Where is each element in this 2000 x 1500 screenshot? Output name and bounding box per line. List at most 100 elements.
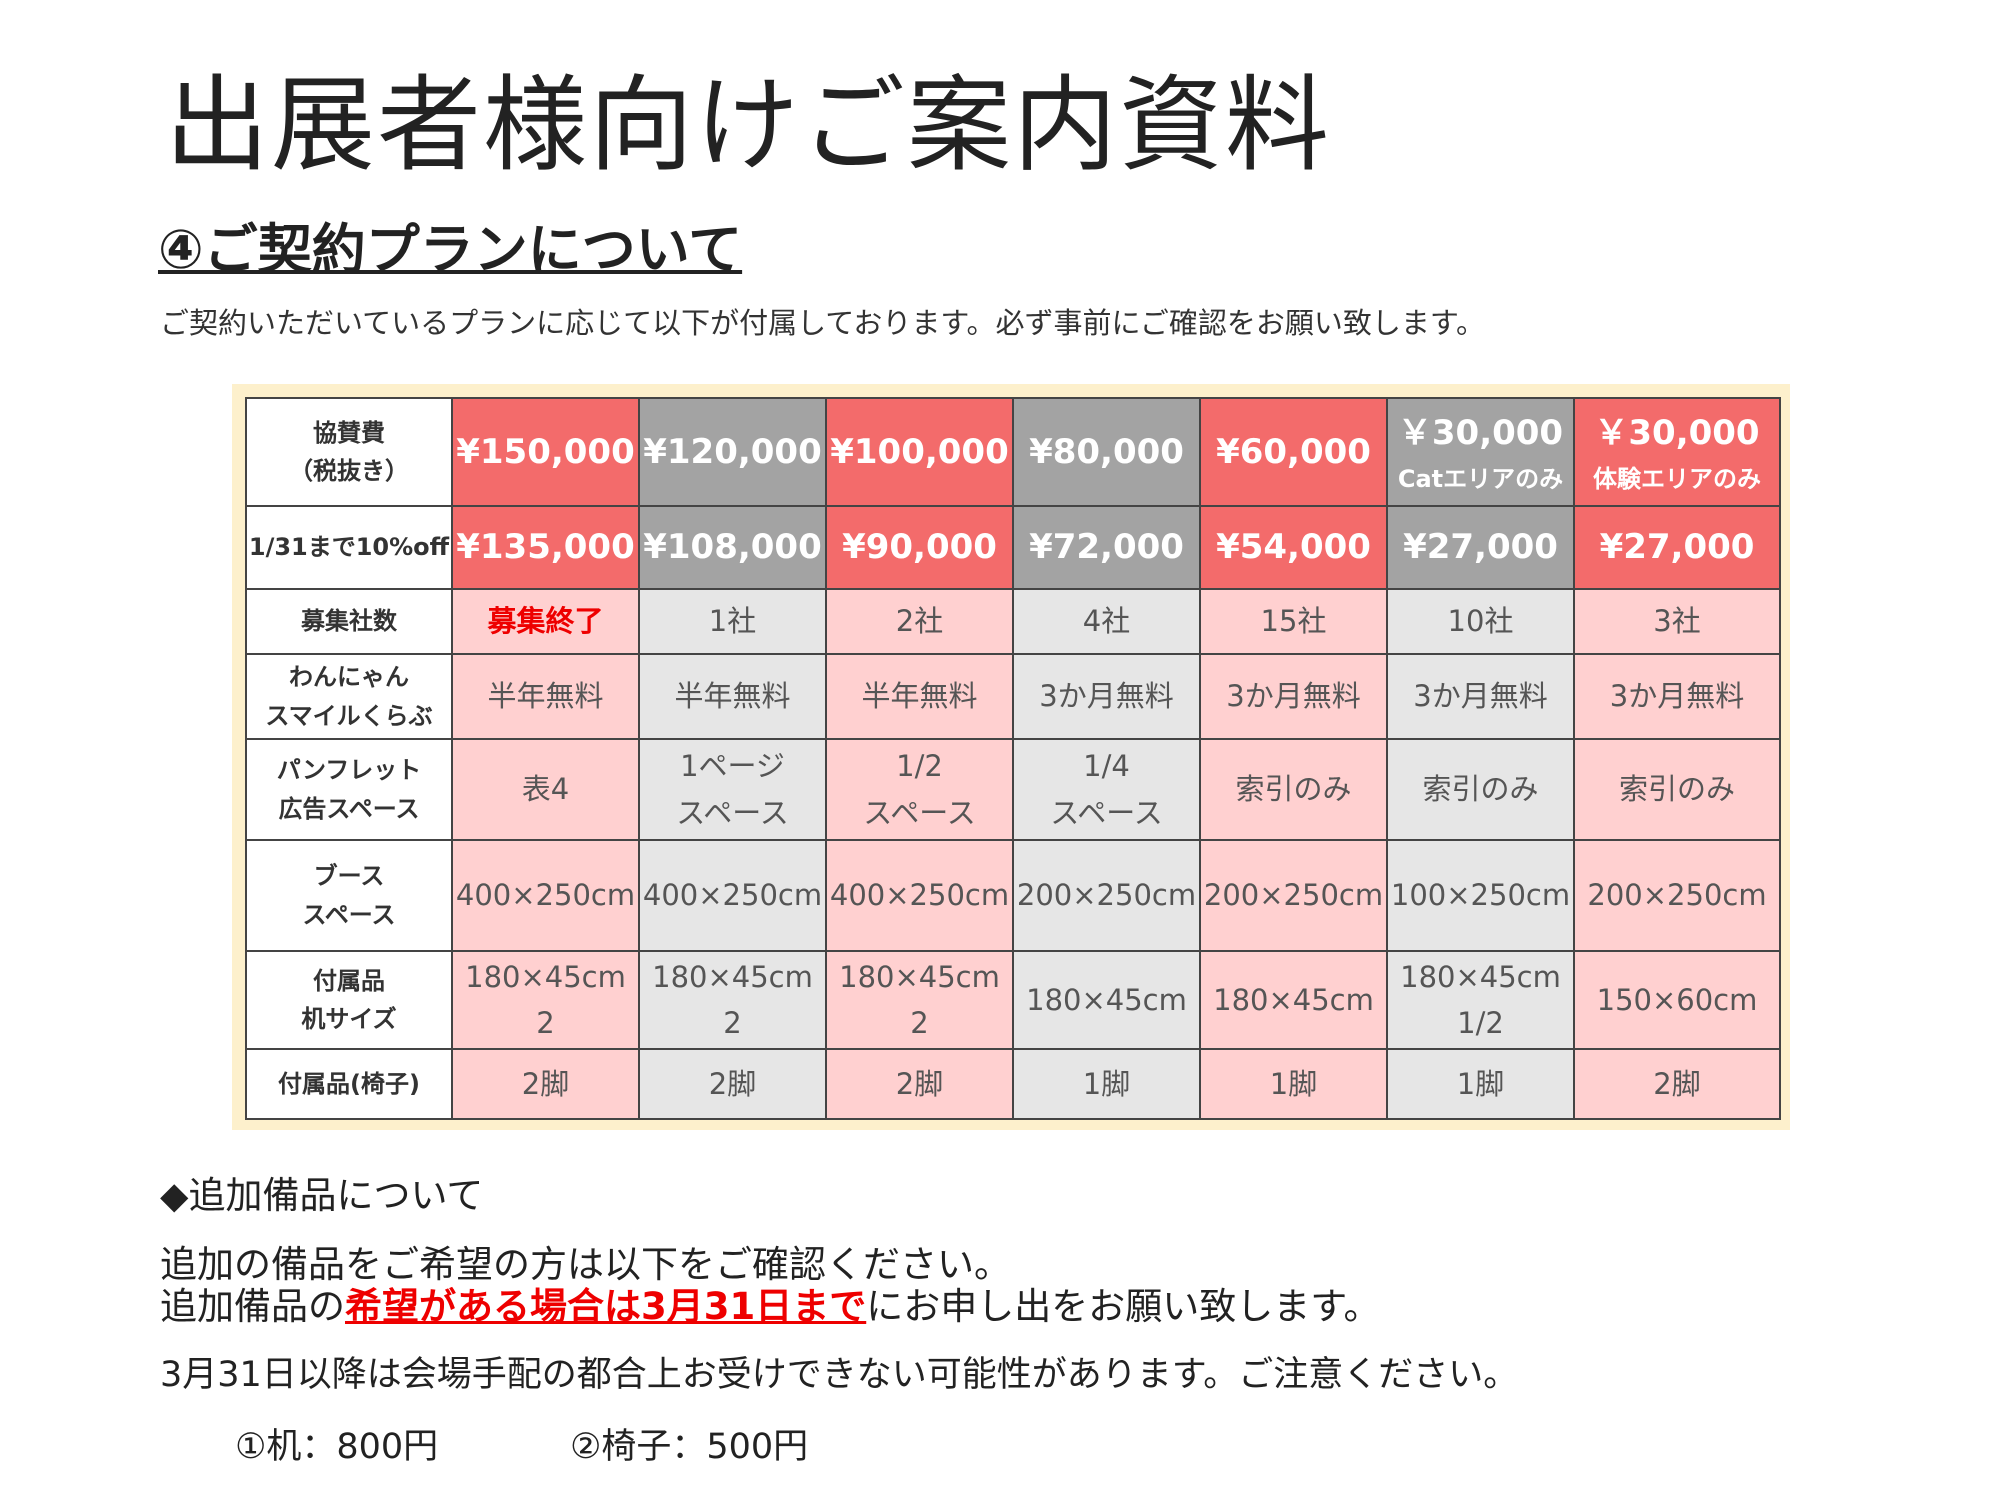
cell-line: 200×250cm: [1587, 878, 1767, 913]
cell-line: 索引のみ: [1618, 772, 1735, 807]
cell-line: 1社: [708, 604, 757, 639]
cell-line: 180×45cm: [1400, 959, 1561, 994]
table-row: 付属品(椅子) 2脚 2脚 2脚 1脚 1脚 1脚 2脚: [245, 1048, 1781, 1120]
table-cell: 半年無料: [451, 653, 640, 740]
cell-line: 3か月無料: [1039, 679, 1174, 714]
table-cell: 180×45cm 2: [825, 950, 1014, 1050]
row-label: パンフレット 広告スペース: [245, 738, 453, 841]
cell-line: ¥120,000: [643, 431, 822, 472]
table-cell: ¥27,000: [1386, 505, 1575, 590]
cell-line: パンフレット: [276, 756, 422, 785]
table-cell: ¥150,000: [451, 397, 640, 507]
extras-heading: ◆追加備品について: [160, 1174, 484, 1217]
cell-line: 1/4: [1083, 749, 1130, 784]
table-cell: 索引のみ: [1573, 738, 1781, 841]
table-cell: ¥60,000: [1199, 397, 1388, 507]
cell-line: 150×60cm: [1596, 982, 1758, 1017]
table-cell: 3か月無料: [1386, 653, 1575, 740]
cell-line: ¥27,000: [1403, 527, 1558, 568]
cell-line: 索引のみ: [1235, 772, 1352, 807]
cell-line: ￥30,000: [1594, 412, 1760, 453]
table-cell: 表4: [451, 738, 640, 841]
cell-line: 1脚: [1082, 1066, 1131, 1101]
table-cell: 400×250cm: [451, 839, 640, 952]
cell-line: 広告スペース: [278, 794, 420, 823]
extras-line: 追加備品の希望がある場合は3月31日までにお申し出をお願い致します。: [160, 1276, 1381, 1330]
cell-line: 索引のみ: [1422, 772, 1539, 807]
table-cell: 3か月無料: [1012, 653, 1201, 740]
cell-line: ¥135,000: [456, 527, 635, 568]
text: 追加備品の: [160, 1285, 345, 1328]
cell-line: 1/2: [896, 749, 943, 784]
highlight: 希望がある場合は3月31日まで: [345, 1285, 867, 1328]
cell-line: 1脚: [1269, 1066, 1318, 1101]
extras-item: ①机：800円: [235, 1427, 439, 1467]
cell-line: ¥108,000: [643, 527, 822, 568]
table-cell: 募集終了: [451, 588, 640, 655]
cell-line: 付属品(椅子): [278, 1069, 420, 1098]
table-cell: 3社: [1573, 588, 1781, 655]
table-cell: 200×250cm: [1199, 839, 1388, 952]
cell-line: 2脚: [708, 1066, 757, 1101]
cell-line: 2社: [895, 604, 944, 639]
cell-line: ブース: [313, 862, 385, 891]
cell-line: ¥72,000: [1029, 527, 1184, 568]
table-cell: 200×250cm: [1573, 839, 1781, 952]
row-label: 1/31まで10%off: [245, 505, 453, 590]
cell-line: 体験エリアのみ: [1593, 465, 1761, 493]
cell-line: 半年無料: [674, 679, 791, 714]
cell-line: 4社: [1082, 604, 1131, 639]
table-cell: 3か月無料: [1199, 653, 1388, 740]
extras-item: ②椅子：500円: [570, 1427, 809, 1467]
cell-line: 2脚: [895, 1066, 944, 1101]
table-cell: 15社: [1199, 588, 1388, 655]
cell-line: スペース: [302, 900, 396, 929]
table-row: パンフレット 広告スペース 表4 1ページ スペース 1/2 スペース 1/4 スペース 索引のみ…: [245, 738, 1781, 841]
table-cell: 100×250cm: [1386, 839, 1575, 952]
table-cell: 180×45cm 1/2: [1386, 950, 1575, 1050]
cell-line: 180×45cm: [465, 959, 626, 994]
cell-line: 180×45cm: [652, 959, 813, 994]
intro: ご契約いただいているプランに応じて以下が付属しております。必ず事前にご確認をお願…: [160, 306, 1486, 340]
cell-line: Catエリアのみ: [1397, 465, 1564, 493]
table-cell: 400×250cm: [825, 839, 1014, 952]
table-cell: ¥135,000: [451, 505, 640, 590]
cell-line: 200×250cm: [1016, 878, 1197, 913]
cell-line: 180×45cm: [1026, 982, 1187, 1017]
table-cell: ¥90,000: [825, 505, 1014, 590]
table-cell: 180×45cm: [1012, 950, 1201, 1050]
table-cell: 4社: [1012, 588, 1201, 655]
table-cell: ¥72,000: [1012, 505, 1201, 590]
table-row: わんにゃん スマイルくらぶ 半年無料 半年無料 半年無料 3か月無料 3か月無料 3か月無料 3…: [245, 653, 1781, 740]
table-cell: 2脚: [825, 1048, 1014, 1120]
table-cell: ¥100,000: [825, 397, 1014, 507]
table-cell: 索引のみ: [1386, 738, 1575, 841]
table-cell: ¥54,000: [1199, 505, 1388, 590]
table-cell: 180×45cm 2: [451, 950, 640, 1050]
cell-line: 1/2: [1457, 1006, 1504, 1040]
table-cell: ¥27,000: [1573, 505, 1781, 590]
cell-line: 1/31まで10%off: [248, 533, 450, 562]
table-row: 1/31まで10%off ¥135,000 ¥108,000 ¥90,000 ¥72,0…: [245, 505, 1781, 590]
table-cell: ¥108,000: [638, 505, 827, 590]
cell-line: 表4: [521, 772, 570, 807]
table-cell: 200×250cm: [1012, 839, 1201, 952]
table-cell: ￥30,000 Catエリアのみ: [1386, 397, 1575, 507]
table-cell: 1ページ スペース: [638, 738, 827, 841]
cell-line: 3か月無料: [1413, 679, 1548, 714]
cell-line: 10社: [1447, 604, 1514, 639]
cell-line: 400×250cm: [642, 878, 823, 913]
cell-line: 募集終了: [487, 604, 604, 639]
table-cell: 2脚: [1573, 1048, 1781, 1120]
table-cell: 半年無料: [638, 653, 827, 740]
table-cell: 10社: [1386, 588, 1575, 655]
cell-line: 2脚: [521, 1066, 570, 1101]
row-label: 協賛費 （税抜き）: [245, 397, 453, 507]
cell-line: わんにゃん: [289, 663, 409, 692]
cell-line: 募集社数: [301, 607, 397, 636]
table-cell: 180×45cm: [1199, 950, 1388, 1050]
table-cell: ￥30,000 体験エリアのみ: [1573, 397, 1781, 507]
table-row: ブース スペース 400×250cm 400×250cm 400×250cm 200×25…: [245, 839, 1781, 952]
section-heading: ④ご契約プランについて: [158, 218, 743, 281]
